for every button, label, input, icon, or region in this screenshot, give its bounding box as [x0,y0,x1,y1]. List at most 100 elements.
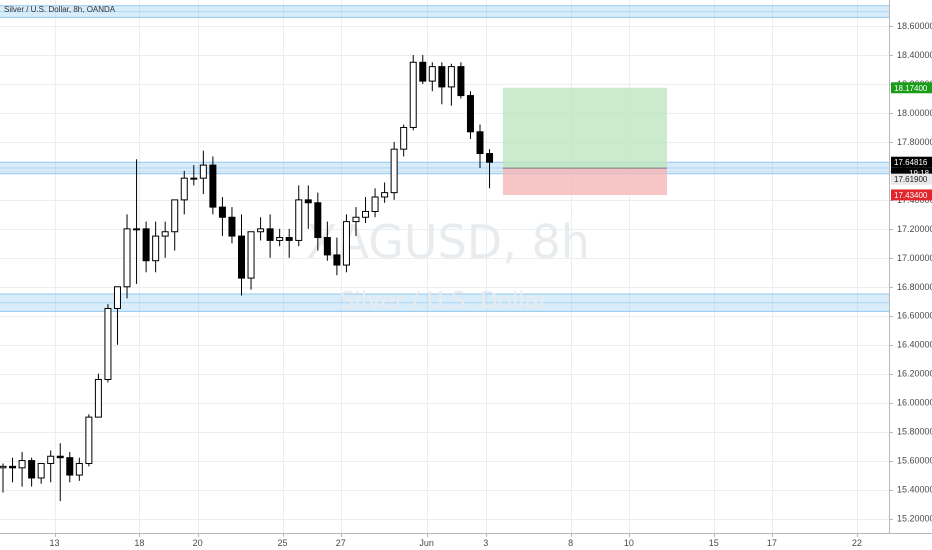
current-price-tag: 17.64816 [894,158,928,167]
watermark-symbol: XAGUSD, 8h [306,215,590,269]
candle-up [447,66,455,88]
candle-up [85,416,93,464]
time-tick-label: 18 [134,538,144,548]
time-tick-label: 22 [852,538,862,548]
candle-down [9,465,17,469]
grid-lines [0,0,889,533]
stop-loss-zone [502,168,667,195]
time-tick-label: 10 [624,538,634,548]
time-tick-label: 25 [278,538,288,548]
candle-down [28,460,36,479]
candle-down [218,206,226,218]
price-tick-label: 15.60000 [897,456,932,466]
candle-down [314,202,322,239]
candle-down [66,457,74,476]
price-tick-label: 17.80000 [897,137,932,147]
candle-up [113,286,121,310]
countdown-tag-bg [891,167,932,179]
candle-up [180,177,188,201]
price-tick-label: 16.40000 [897,340,932,350]
target-price-tag: 18.17400 [894,84,928,93]
candle-up [0,465,7,469]
candle-down [238,235,245,279]
candle-down [466,95,474,133]
candle-up [352,216,360,223]
stop-price-tag: 17.43400 [894,191,928,200]
candle-up [371,196,379,212]
time-tick-label: 3 [483,538,488,548]
price-tick-label: 15.20000 [897,514,932,524]
stop-price-tag-bg [891,189,932,201]
candle-up [18,460,26,469]
candle-up [295,199,303,241]
chart-title: Silver / U.S. Dollar, 8h, OANDA [4,5,116,14]
candle-down [419,61,427,82]
target-price-tag-bg [891,82,932,94]
current-price-tag-bg [891,156,932,168]
candle-up [37,462,45,479]
candle-up [75,462,83,476]
candle-up [342,221,350,266]
price-tick-label: 16.80000 [897,282,932,292]
candle-up [94,378,102,418]
price-tick-label: 17.00000 [897,253,932,263]
candle-up [362,210,370,218]
candle-up [123,228,131,288]
candle-down [438,66,446,88]
watermark-name: Silver / U.S. Dollar [340,288,549,314]
candle-up [152,235,160,262]
price-tick-label: 16.60000 [897,311,932,321]
entry-price-tag: 17.61900 [894,175,928,184]
candle-down [56,455,64,459]
candle-down [209,164,217,208]
price-tick-label: 16.00000 [897,398,932,408]
entry-price-tag-bg [891,173,932,185]
candle-up [400,126,408,150]
profit-zone [502,87,667,169]
candle-up [390,148,398,194]
time-tick-label: 8 [568,538,573,548]
candle-up [381,192,389,198]
candle-down [228,216,236,237]
horizontal-zones [0,5,889,312]
candle-up [161,231,169,237]
time-tick-label: Jun [419,538,434,548]
price-tick-label: 17.20000 [897,224,932,234]
candle-up [104,308,112,380]
time-tick-label: 20 [193,538,203,548]
candle-down [457,66,465,97]
price-tick-label: 18.60000 [897,21,932,31]
time-tick-label: 15 [709,538,719,548]
candle-up [428,66,436,82]
price-tick-label: 18.40000 [897,50,932,60]
price-tick-label: 16.20000 [897,369,932,379]
candle-up [190,177,198,180]
price-tick-label: 18.00000 [897,108,932,118]
candle-up [171,199,179,233]
time-tick-label: 27 [336,538,346,548]
candlestick-series [0,55,494,502]
candle-up [409,61,417,128]
time-tick-label: 17 [767,538,777,548]
candle-up [276,237,284,241]
candle-down [476,131,484,155]
candle-down [486,153,494,163]
long-position-tool[interactable] [502,87,667,195]
candle-down [304,199,312,204]
candle-up [247,231,255,279]
price-tick-label: 15.80000 [897,427,932,437]
price-tick-label: 15.40000 [897,485,932,495]
candle-down [142,228,150,262]
candle-up [47,455,55,464]
candle-up [199,164,207,179]
candle-up [133,228,141,231]
time-axis[interactable]: 13 18 20 25 27 Jun 3 8 10 15 17 22 [50,533,862,548]
candle-down [333,254,341,266]
time-tick-label: 13 [50,538,60,548]
candle-down [266,228,274,241]
candle-up [257,228,265,233]
candle-down [323,237,331,256]
